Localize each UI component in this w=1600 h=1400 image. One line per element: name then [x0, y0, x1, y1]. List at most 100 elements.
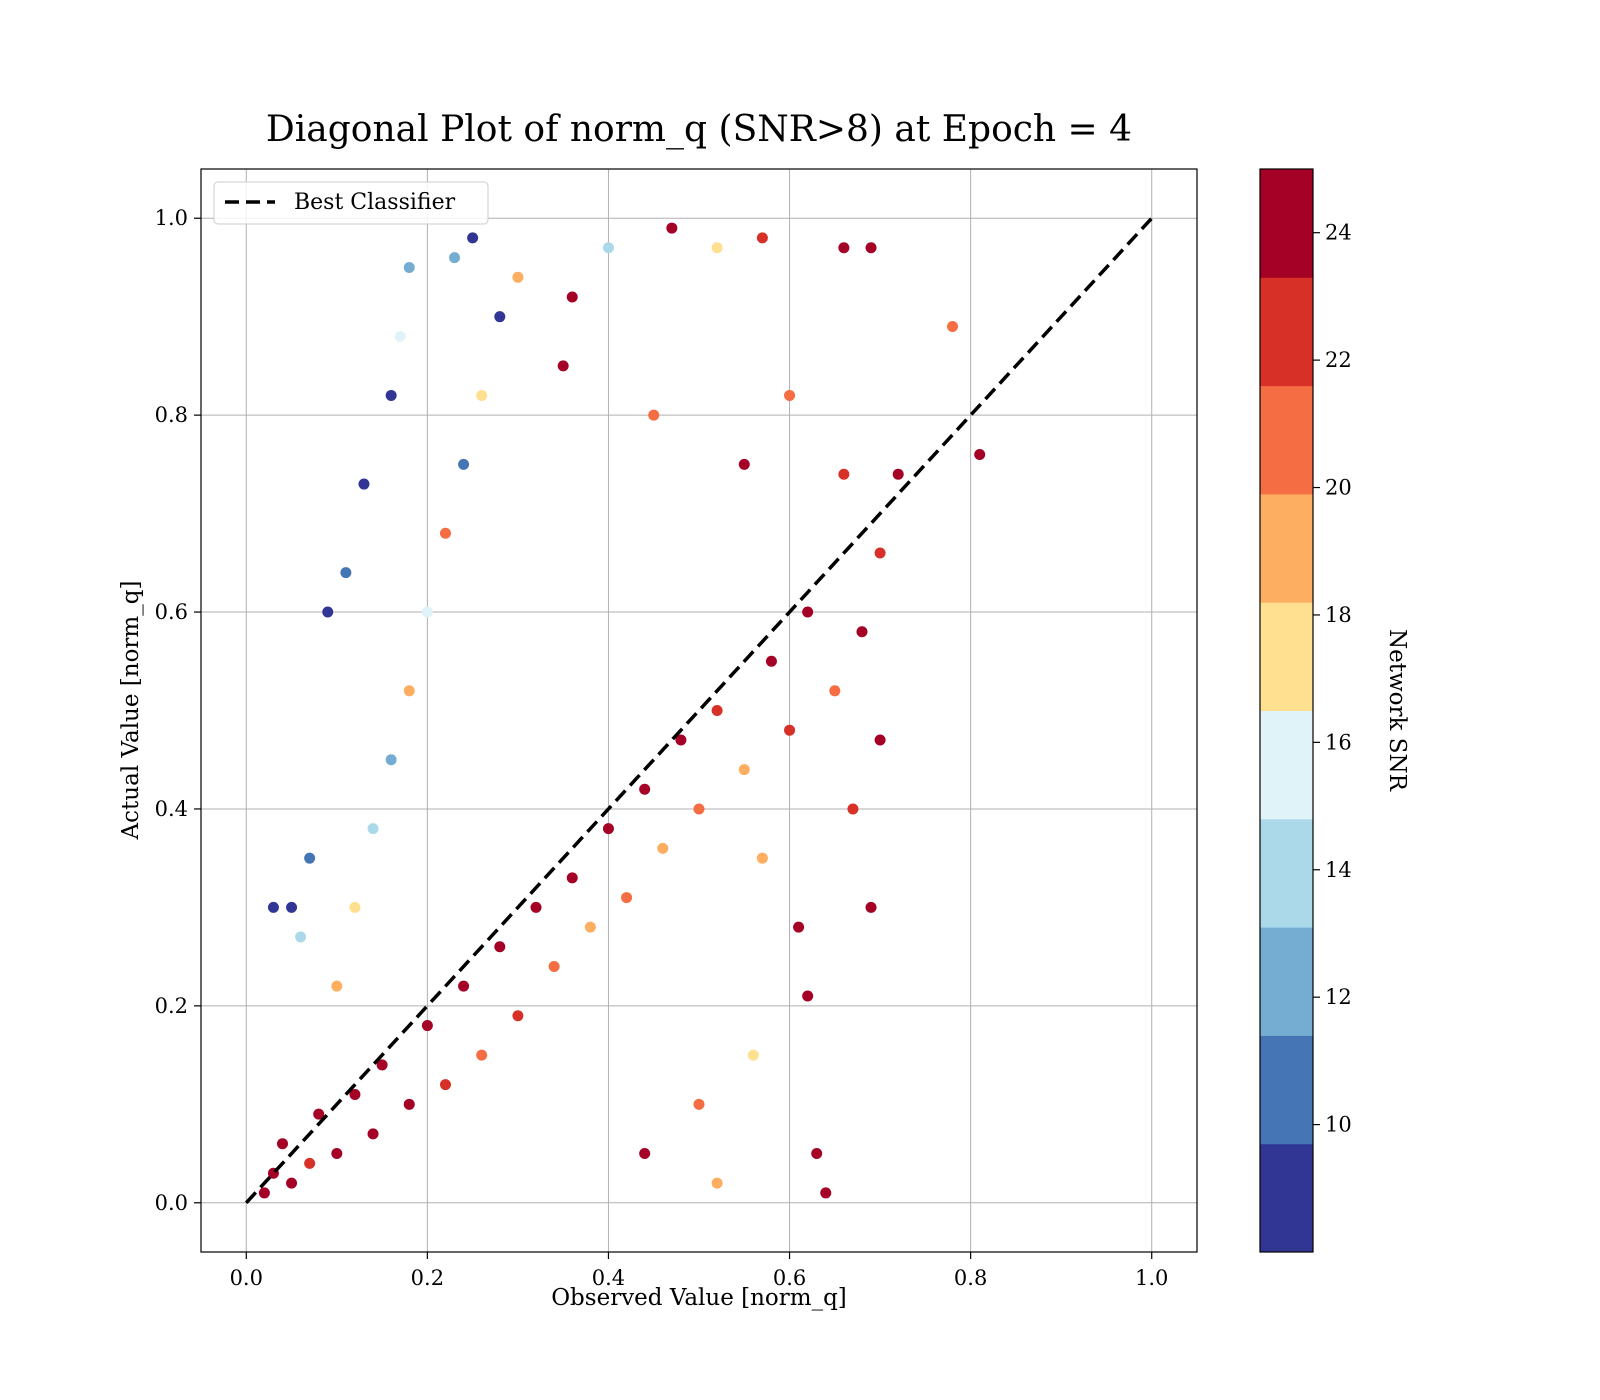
y-tick-label: 1.0	[155, 206, 188, 230]
scatter-point	[548, 960, 560, 972]
scatter-point	[947, 321, 959, 333]
scatter-point	[367, 823, 379, 835]
scatter-point	[666, 222, 678, 234]
scatter-point	[258, 1187, 270, 1199]
scatter-point	[403, 261, 415, 273]
scatter-point	[639, 783, 651, 795]
scatter-point	[802, 606, 814, 618]
scatter-point	[829, 685, 841, 697]
scatter-point	[512, 271, 524, 283]
x-axis-ticks: 0.0 0.2 0.4 0.6 0.8 1.0	[230, 1252, 1168, 1290]
colorbar-segment	[1260, 1035, 1313, 1145]
scatter-point	[421, 606, 433, 618]
scatter-point	[295, 931, 307, 943]
scatter-point	[802, 990, 814, 1002]
scatter-point	[467, 232, 479, 244]
scatter-point	[403, 685, 415, 697]
scatter-point	[349, 901, 361, 913]
scatter-point	[267, 901, 279, 913]
scatter-point	[765, 655, 777, 667]
scatter-point	[286, 901, 298, 913]
scatter-point	[557, 360, 569, 372]
colorbar-tick-label: 20	[1325, 476, 1352, 500]
colorbar-segment	[1260, 818, 1313, 928]
scatter-point	[340, 567, 352, 579]
scatter-point	[421, 1020, 433, 1032]
scatter-point	[349, 1088, 361, 1100]
scatter-point	[476, 389, 488, 401]
best-classifier-line	[244, 217, 1154, 1204]
x-tick-label: 0.0	[230, 1266, 263, 1290]
legend-entry-best-classifier: Best Classifier	[294, 190, 456, 215]
colorbar-segment	[1260, 493, 1313, 603]
x-tick-label: 0.6	[773, 1266, 806, 1290]
y-tick-label: 0.2	[155, 994, 188, 1018]
scatter-point	[838, 468, 850, 480]
scatter-point	[784, 389, 796, 401]
colorbar-tick-label: 14	[1325, 858, 1352, 882]
colorbar-frame	[1259, 168, 1314, 1253]
colorbar-tick-label: 24	[1325, 221, 1352, 245]
scatter-point	[304, 1157, 316, 1169]
scatter-point	[711, 242, 723, 254]
x-tick-label: 1.0	[1135, 1266, 1168, 1290]
colorbar-tick-label: 16	[1325, 730, 1352, 754]
scatter-point	[675, 734, 687, 746]
scatter-point	[331, 1148, 343, 1160]
colorbar-ticks: 10 12 14 16 18 20 22 24	[1313, 221, 1352, 1137]
scatter-point	[385, 389, 397, 401]
x-tick-label: 0.8	[954, 1266, 987, 1290]
scatter-point	[693, 803, 705, 815]
scatter-point	[439, 527, 451, 539]
scatter-point	[811, 1148, 823, 1160]
y-tick-label: 0.0	[155, 1191, 188, 1215]
scatter-point	[367, 1128, 379, 1140]
y-axis-label: Actual Value [norm_q]	[118, 581, 144, 841]
scatter-point	[313, 1108, 325, 1120]
colorbar-segment	[1260, 602, 1313, 711]
scatter-point	[648, 409, 660, 421]
scatter-point	[494, 941, 506, 953]
colorbar-segment	[1260, 169, 1313, 278]
scatter-point	[376, 1059, 388, 1071]
scatter-point	[494, 311, 506, 323]
colorbar	[1260, 169, 1313, 1253]
scatter-point	[584, 921, 596, 933]
scatter-point	[974, 449, 986, 461]
colorbar-segment	[1260, 385, 1313, 495]
scatter-point	[566, 291, 578, 303]
scatter-point	[693, 1098, 705, 1110]
scatter-point	[530, 901, 542, 913]
x-tick-label: 0.2	[411, 1266, 444, 1290]
scatter-point	[711, 705, 723, 716]
scatter-point	[331, 980, 343, 992]
scatter-point	[358, 478, 370, 490]
scatter-point	[838, 242, 850, 254]
scatter-point	[449, 252, 461, 264]
scatter-point	[874, 734, 886, 746]
scatter-point	[820, 1187, 832, 1199]
colorbar-tick-label: 22	[1325, 348, 1352, 372]
scatter-point	[738, 764, 750, 776]
scatter-point	[276, 1138, 288, 1150]
y-tick-label: 0.8	[155, 403, 188, 427]
scatter-point	[322, 606, 334, 618]
colorbar-segment	[1260, 927, 1313, 1036]
scatter-point	[458, 458, 470, 470]
colorbar-tick-label: 12	[1325, 985, 1352, 1009]
scatter-point	[566, 872, 578, 884]
scatter-point	[793, 921, 805, 933]
legend: Best Classifier	[213, 181, 489, 225]
colorbar-segment	[1260, 277, 1313, 387]
scatter-point	[403, 1098, 415, 1110]
scatter-point	[621, 892, 633, 904]
colorbar-segment	[1260, 1143, 1313, 1253]
scatter-point	[304, 852, 316, 864]
scatter-point	[856, 626, 868, 638]
scatter-point	[639, 1148, 651, 1160]
scatter-point	[865, 242, 877, 254]
scatter-point	[602, 823, 614, 835]
scatter-point	[747, 1049, 759, 1061]
plot-frame	[200, 168, 1198, 1253]
scatter-point	[385, 754, 397, 766]
